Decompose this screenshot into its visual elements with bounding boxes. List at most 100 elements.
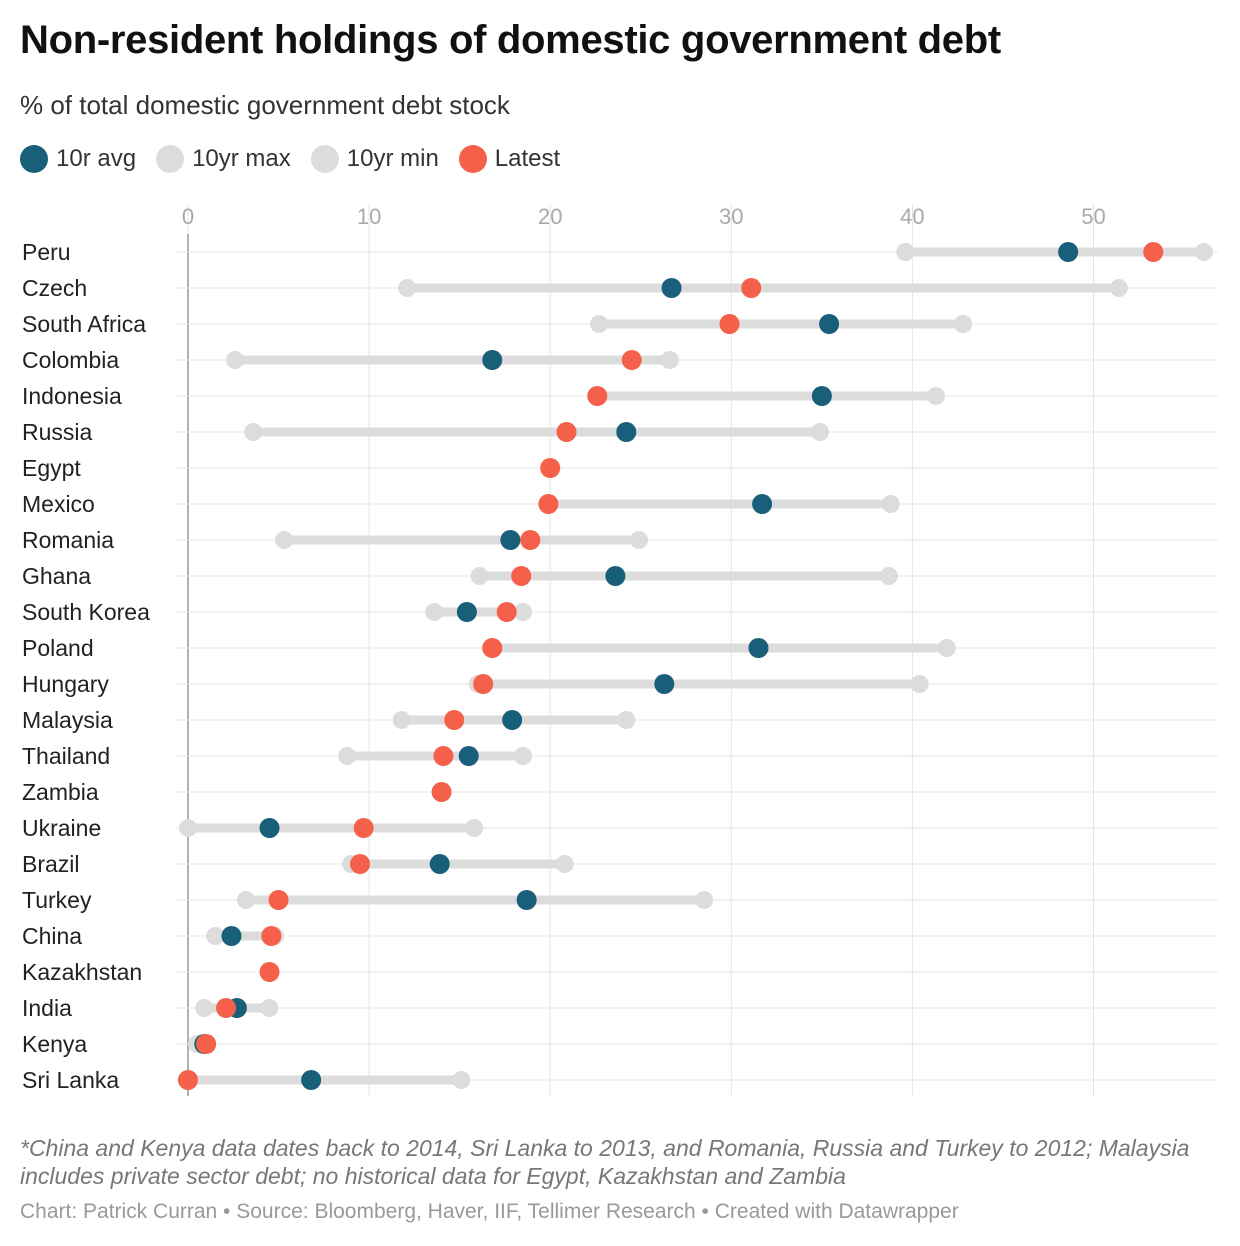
avg-dot	[482, 350, 503, 370]
avg-dot	[221, 926, 242, 946]
avg-dot	[500, 530, 521, 550]
latest-dot	[178, 1070, 198, 1090]
legend-label-min: 10yr min	[346, 145, 439, 172]
latest-dot	[556, 422, 577, 442]
max-dot	[937, 639, 956, 657]
x-tick-label: 10	[357, 204, 381, 229]
country-label: Ghana	[22, 563, 91, 589]
country-label: India	[22, 995, 72, 1021]
legend-swatch-min	[310, 145, 339, 173]
avg-dot	[1058, 242, 1079, 262]
max-dot	[910, 675, 929, 693]
avg-dot	[429, 854, 450, 874]
legend-swatch-avg	[20, 145, 48, 173]
avg-dot	[605, 566, 626, 586]
country-label: Colombia	[22, 347, 119, 373]
latest-dot	[511, 566, 532, 586]
country-label: China	[22, 923, 82, 949]
max-dot	[695, 891, 714, 909]
latest-dot	[621, 350, 642, 370]
country-label: Czech	[22, 275, 87, 301]
latest-dot	[482, 638, 503, 658]
avg-dot	[301, 1070, 322, 1090]
latest-dot	[216, 998, 237, 1018]
avg-dot	[259, 818, 280, 838]
country-label: South Korea	[22, 599, 150, 625]
avg-dot	[502, 710, 523, 730]
latest-dot	[587, 386, 608, 406]
country-label: Egypt	[22, 455, 81, 481]
legend-label-latest: Latest	[494, 145, 561, 172]
min-dot	[392, 711, 411, 729]
legend-item-avg: 10r avg	[20, 145, 136, 173]
country-label: Romania	[22, 527, 114, 553]
legend-label-max: 10yr max	[192, 145, 291, 172]
latest-dot	[473, 674, 494, 694]
max-dot	[514, 747, 533, 765]
country-label: Thailand	[22, 743, 110, 769]
latest-dot	[353, 818, 374, 838]
avg-dot	[616, 422, 637, 442]
max-dot	[811, 423, 830, 441]
legend-swatch-max	[156, 145, 185, 173]
min-dot	[179, 819, 197, 837]
latest-dot	[433, 746, 454, 766]
country-label: Russia	[22, 419, 93, 445]
avg-dot	[456, 602, 477, 622]
country-label: Poland	[22, 635, 94, 661]
legend-label-avg: 10r avg	[56, 145, 137, 172]
legend-item-min: 10yr min	[310, 145, 439, 173]
min-dot	[590, 315, 609, 333]
min-dot	[470, 567, 489, 585]
latest-dot	[350, 854, 371, 874]
country-label: Sri Lanka	[22, 1067, 119, 1093]
max-dot	[465, 819, 484, 837]
legend-item-max: 10yr max	[156, 145, 291, 173]
latest-dot	[431, 782, 452, 802]
x-tick-label: 30	[719, 204, 743, 229]
avg-dot	[811, 386, 832, 406]
latest-dot	[1143, 242, 1164, 262]
avg-dot	[458, 746, 479, 766]
avg-dot	[748, 638, 769, 658]
latest-dot	[538, 494, 559, 514]
max-dot	[617, 711, 636, 729]
avg-dot	[819, 314, 840, 334]
country-label: Brazil	[22, 851, 80, 877]
latest-dot	[540, 458, 561, 478]
max-dot	[879, 567, 898, 585]
min-dot	[226, 351, 245, 369]
max-dot	[926, 387, 945, 405]
latest-dot	[268, 890, 289, 910]
legend-swatch-latest	[458, 145, 487, 173]
latest-dot	[444, 710, 465, 730]
country-label: Hungary	[22, 671, 109, 697]
max-dot	[660, 351, 679, 369]
legend-item-latest: Latest	[458, 145, 561, 173]
min-dot	[244, 423, 263, 441]
max-dot	[452, 1071, 471, 1089]
latest-dot	[259, 962, 280, 982]
x-tick-label: 0	[182, 204, 194, 229]
footnote: *China and Kenya data dates back to 2014…	[20, 1135, 1190, 1189]
country-label: Kenya	[22, 1031, 87, 1057]
x-tick-label: 50	[1081, 204, 1105, 229]
max-dot	[881, 495, 900, 513]
country-label: Turkey	[22, 887, 92, 913]
max-dot	[1109, 279, 1128, 297]
avg-dot	[654, 674, 675, 694]
chart-title: Non-resident holdings of domestic govern…	[20, 18, 1001, 62]
country-label: Ukraine	[22, 815, 101, 841]
latest-dot	[520, 530, 541, 550]
min-dot	[274, 531, 293, 549]
min-dot	[206, 927, 225, 945]
country-label: Kazakhstan	[22, 959, 142, 985]
latest-dot	[261, 926, 282, 946]
min-dot	[425, 603, 444, 621]
country-label: Indonesia	[22, 383, 122, 409]
avg-dot	[752, 494, 773, 514]
max-dot	[1194, 243, 1213, 261]
latest-dot	[496, 602, 517, 622]
country-label: Peru	[22, 239, 71, 265]
latest-dot	[719, 314, 740, 334]
